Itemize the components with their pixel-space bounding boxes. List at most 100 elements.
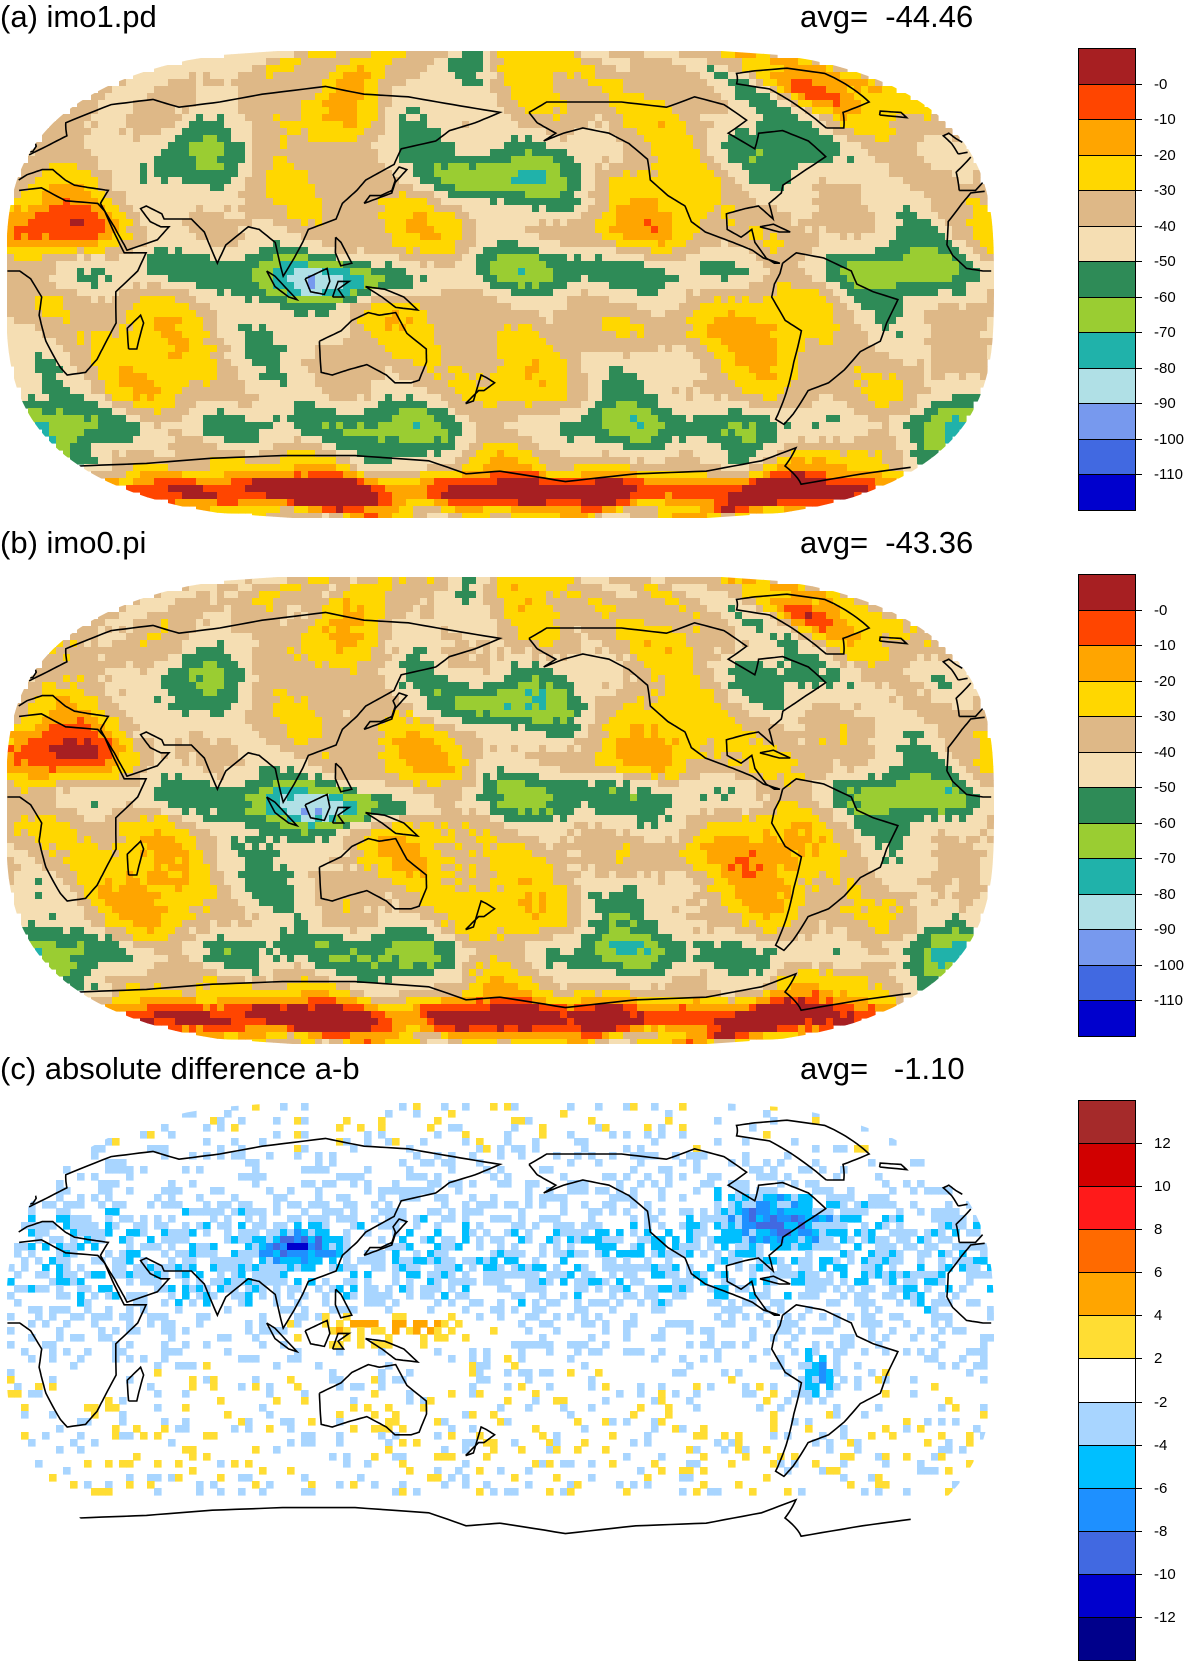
grid-cell xyxy=(686,72,694,80)
grid-cell xyxy=(308,233,316,241)
grid-cell xyxy=(518,128,526,136)
grid-cell xyxy=(448,72,456,80)
grid-cell xyxy=(826,310,834,318)
grid-cell xyxy=(14,219,22,227)
grid-cell xyxy=(819,296,827,304)
grid-cell xyxy=(777,107,785,115)
grid-cell xyxy=(546,65,554,73)
grid-cell xyxy=(952,261,960,269)
grid-cell xyxy=(924,296,932,304)
grid-cell xyxy=(448,205,456,213)
grid-cell xyxy=(238,261,246,269)
grid-cell xyxy=(728,163,736,171)
grid-cell xyxy=(686,135,694,143)
grid-cell xyxy=(784,219,792,227)
grid-cell xyxy=(707,142,715,150)
grid-cell xyxy=(665,72,673,80)
grid-cell xyxy=(728,51,736,59)
grid-cell xyxy=(217,177,225,185)
grid-cell xyxy=(343,79,351,87)
grid-cell xyxy=(350,86,358,94)
grid-cell xyxy=(714,51,722,59)
grid-cell xyxy=(791,114,799,122)
grid-cell xyxy=(714,86,722,94)
grid-cell xyxy=(49,170,57,178)
grid-cell xyxy=(749,268,757,276)
grid-cell xyxy=(763,198,771,206)
grid-cell xyxy=(623,282,631,290)
grid-cell xyxy=(364,121,372,129)
grid-cell xyxy=(42,226,50,234)
grid-cell xyxy=(238,142,246,150)
grid-cell xyxy=(182,149,190,157)
grid-cell xyxy=(217,282,225,290)
grid-cell xyxy=(126,86,134,94)
grid-cell xyxy=(819,247,827,255)
grid-cell xyxy=(749,121,757,129)
grid-cell xyxy=(728,310,736,318)
grid-cell xyxy=(756,191,764,199)
grid-cell xyxy=(812,135,820,143)
grid-cell xyxy=(133,212,141,220)
grid-cell xyxy=(889,149,897,157)
grid-cell xyxy=(854,79,862,87)
grid-cell xyxy=(511,233,519,241)
grid-cell xyxy=(644,205,652,213)
grid-cell xyxy=(532,114,540,122)
grid-cell xyxy=(427,233,435,241)
grid-cell xyxy=(490,282,498,290)
grid-cell xyxy=(462,177,470,185)
grid-cell xyxy=(644,128,652,136)
grid-cell xyxy=(770,107,778,115)
grid-cell xyxy=(637,79,645,87)
grid-cell xyxy=(819,107,827,115)
grid-cell xyxy=(287,275,295,283)
grid-cell xyxy=(812,79,820,87)
grid-cell xyxy=(182,268,190,276)
grid-cell xyxy=(497,212,505,220)
grid-cell xyxy=(896,191,904,199)
grid-cell xyxy=(441,275,449,283)
grid-cell xyxy=(63,135,71,143)
grid-cell xyxy=(966,240,974,248)
grid-cell xyxy=(679,177,687,185)
grid-cell xyxy=(189,233,197,241)
grid-cell xyxy=(644,198,652,206)
grid-cell xyxy=(385,93,393,101)
grid-cell xyxy=(336,212,344,220)
grid-cell xyxy=(735,65,743,73)
grid-cell xyxy=(742,212,750,220)
grid-cell xyxy=(301,58,309,66)
grid-cell xyxy=(770,142,778,150)
grid-cell xyxy=(833,282,841,290)
grid-cell xyxy=(252,114,260,122)
grid-cell xyxy=(595,275,603,283)
grid-cell xyxy=(434,79,442,87)
grid-cell xyxy=(518,303,526,311)
grid-cell xyxy=(833,205,841,213)
grid-cell xyxy=(462,310,470,318)
grid-cell xyxy=(28,310,36,318)
grid-cell xyxy=(476,261,484,269)
grid-cell xyxy=(819,219,827,227)
grid-cell xyxy=(553,254,561,262)
grid-cell xyxy=(77,205,85,213)
grid-cell xyxy=(728,226,736,234)
grid-cell xyxy=(805,177,813,185)
grid-cell xyxy=(238,163,246,171)
grid-cell xyxy=(371,212,379,220)
grid-cell xyxy=(763,226,771,234)
grid-cell xyxy=(609,303,617,311)
grid-cell xyxy=(140,296,148,304)
grid-cell xyxy=(546,268,554,276)
grid-cell xyxy=(315,275,323,283)
grid-cell xyxy=(427,51,435,59)
grid-cell xyxy=(707,303,715,311)
grid-cell xyxy=(651,275,659,283)
grid-cell xyxy=(630,93,638,101)
grid-cell xyxy=(903,93,911,101)
grid-cell xyxy=(770,275,778,283)
grid-cell xyxy=(329,310,337,318)
grid-cell xyxy=(539,149,547,157)
grid-cell xyxy=(847,72,855,80)
